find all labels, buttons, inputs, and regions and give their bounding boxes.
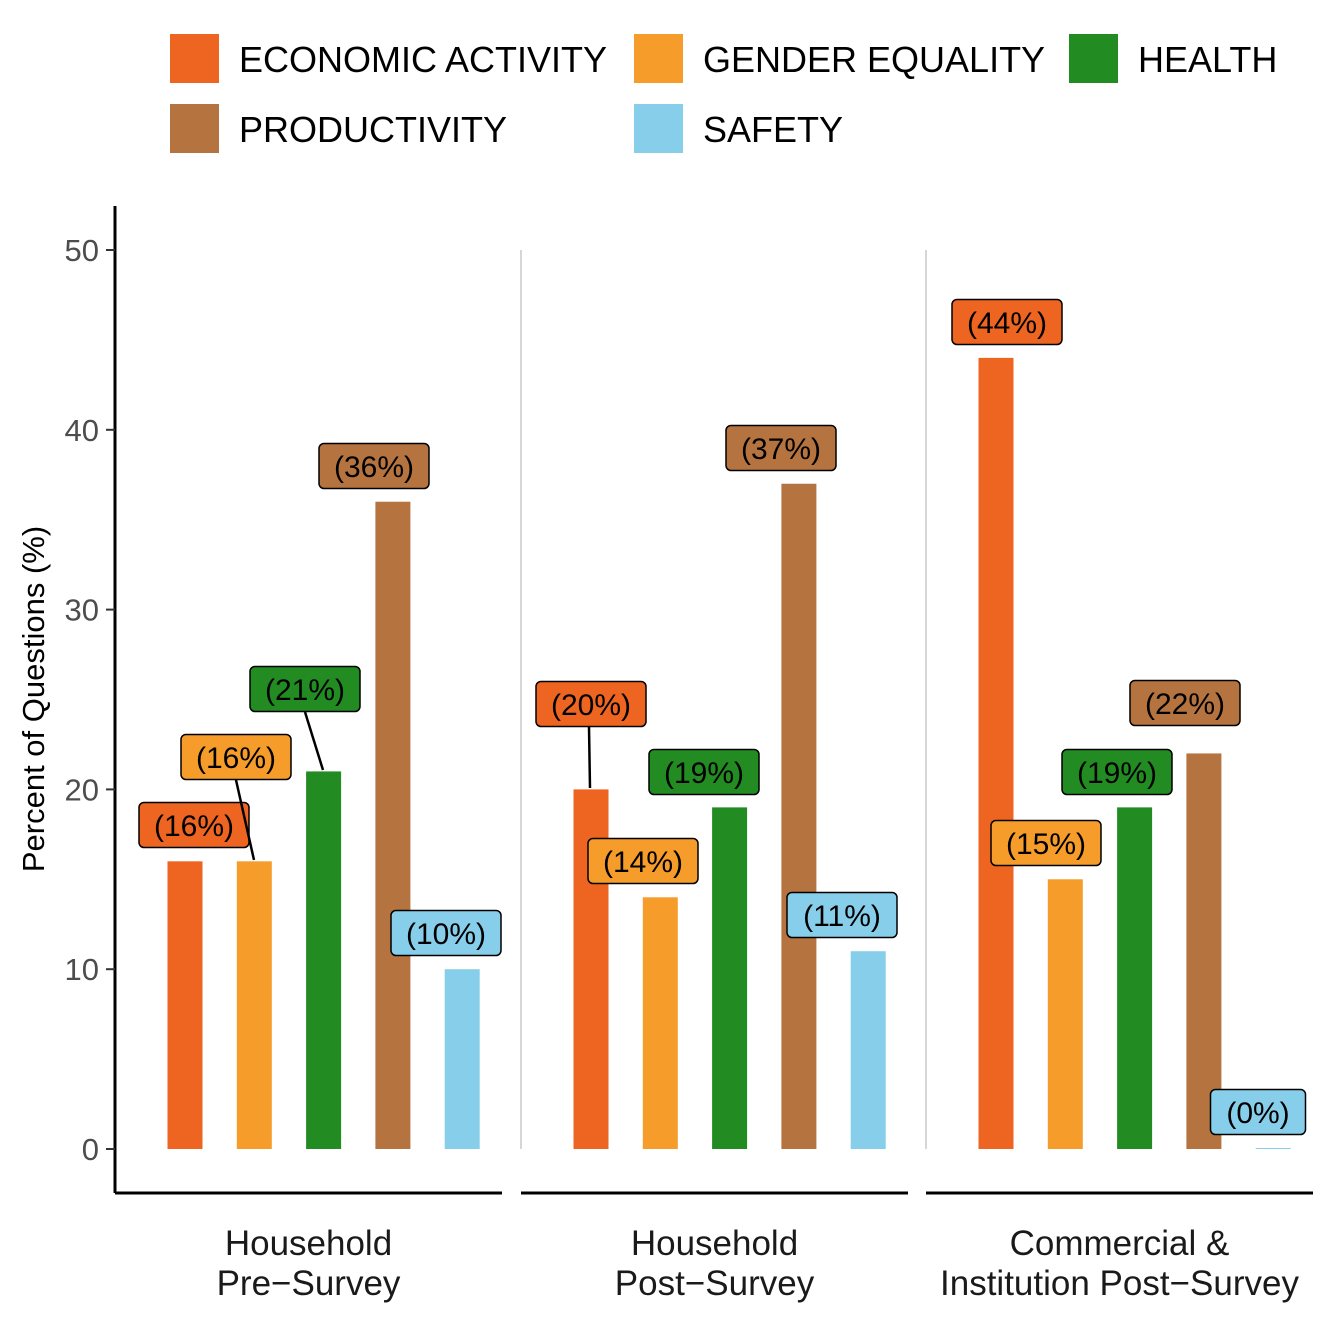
- data-label: (22%): [1145, 688, 1225, 721]
- y-tick-label: 10: [65, 952, 99, 987]
- data-label: (20%): [551, 689, 631, 722]
- data-label-box: [318, 442, 430, 490]
- legend-key-economic-activity: [170, 34, 219, 83]
- bar-safety: [1255, 1148, 1291, 1149]
- data-label-box: [138, 801, 250, 849]
- legend-label-productivity: PRODUCTIVITY: [239, 109, 507, 150]
- bar-economic-activity: [167, 861, 203, 1149]
- label-leader-line: [587, 726, 592, 789]
- data-label-box: [249, 665, 361, 713]
- y-tick-label: 50: [65, 233, 99, 268]
- data-label-box: [1209, 1088, 1307, 1136]
- data-label: (16%): [196, 742, 276, 775]
- legend: ECONOMIC ACTIVITY GENDER EQUALITY HEALTH PR…: [170, 34, 1277, 153]
- label-leader-line: [234, 779, 256, 861]
- bar-safety: [850, 951, 886, 1149]
- data-label: (37%): [741, 433, 821, 466]
- data-label: (14%): [603, 846, 683, 879]
- data-label-box: [786, 891, 898, 939]
- data-label: (11%): [803, 900, 881, 933]
- y-tick-label: 0: [82, 1132, 99, 1167]
- data-labels: (16%) (16%) (21%) (36%) (10%) (20%) (14%) (19%)…: [138, 298, 1307, 1136]
- facet-label: Pre−Survey: [217, 1264, 401, 1303]
- data-label: (15%): [1006, 828, 1086, 861]
- bar-safety: [444, 969, 480, 1149]
- data-label: (21%): [265, 674, 345, 707]
- facet-panels: HouseholdPre−SurveyHouseholdPost−SurveyC…: [115, 250, 1313, 1303]
- legend-key-productivity: [170, 104, 219, 153]
- facet-label: Institution Post−Survey: [940, 1264, 1299, 1303]
- data-label: (19%): [664, 757, 744, 790]
- data-label-box: [1129, 679, 1241, 727]
- axes: 0 10 20 30 40 50: [65, 206, 117, 1193]
- bar-productivity: [781, 483, 817, 1149]
- label-leader-line: [303, 711, 325, 771]
- bar-health: [712, 807, 748, 1149]
- bar-health: [306, 771, 342, 1149]
- data-label: (19%): [1077, 757, 1157, 790]
- data-label-box: [951, 298, 1063, 346]
- facet-label: Household: [225, 1224, 392, 1263]
- bar-economic-activity: [978, 357, 1014, 1149]
- data-label-box: [1061, 748, 1173, 796]
- y-tick-label: 20: [65, 772, 99, 807]
- data-label: (36%): [334, 451, 414, 484]
- bar-productivity: [1186, 753, 1222, 1149]
- data-label: (44%): [967, 307, 1047, 340]
- data-label: (16%): [154, 810, 234, 843]
- legend-key-gender-equality: [634, 34, 683, 83]
- legend-label-gender-equality: GENDER EQUALITY: [703, 39, 1045, 80]
- facet-label: Commercial &: [1010, 1224, 1230, 1263]
- facet-label: Household: [631, 1224, 798, 1263]
- bar-gender-equality: [236, 861, 272, 1149]
- data-label-box: [587, 837, 699, 885]
- data-label-box: [180, 733, 292, 781]
- data-label: (0%): [1226, 1097, 1289, 1130]
- y-tick-label: 40: [65, 413, 99, 448]
- facet-label: Post−Survey: [615, 1264, 815, 1303]
- data-label: (10%): [406, 918, 486, 951]
- bar-gender-equality: [1047, 879, 1083, 1149]
- legend-key-safety: [634, 104, 683, 153]
- legend-label-safety: SAFETY: [703, 109, 843, 150]
- data-label-box: [990, 819, 1102, 867]
- bar-gender-equality: [642, 897, 678, 1149]
- data-label-box: [535, 680, 647, 728]
- y-axis-title: Percent of Questions (%): [16, 526, 51, 872]
- y-tick-label: 30: [65, 593, 99, 628]
- data-label-box: [390, 909, 502, 957]
- legend-label-economic-activity: ECONOMIC ACTIVITY: [239, 39, 607, 80]
- data-label-box: [725, 424, 837, 472]
- bar-health: [1117, 807, 1153, 1149]
- bar-productivity: [375, 501, 411, 1150]
- legend-label-health: HEALTH: [1138, 39, 1277, 80]
- bars: [167, 357, 1291, 1150]
- data-label-box: [648, 748, 760, 796]
- legend-key-health: [1069, 34, 1118, 83]
